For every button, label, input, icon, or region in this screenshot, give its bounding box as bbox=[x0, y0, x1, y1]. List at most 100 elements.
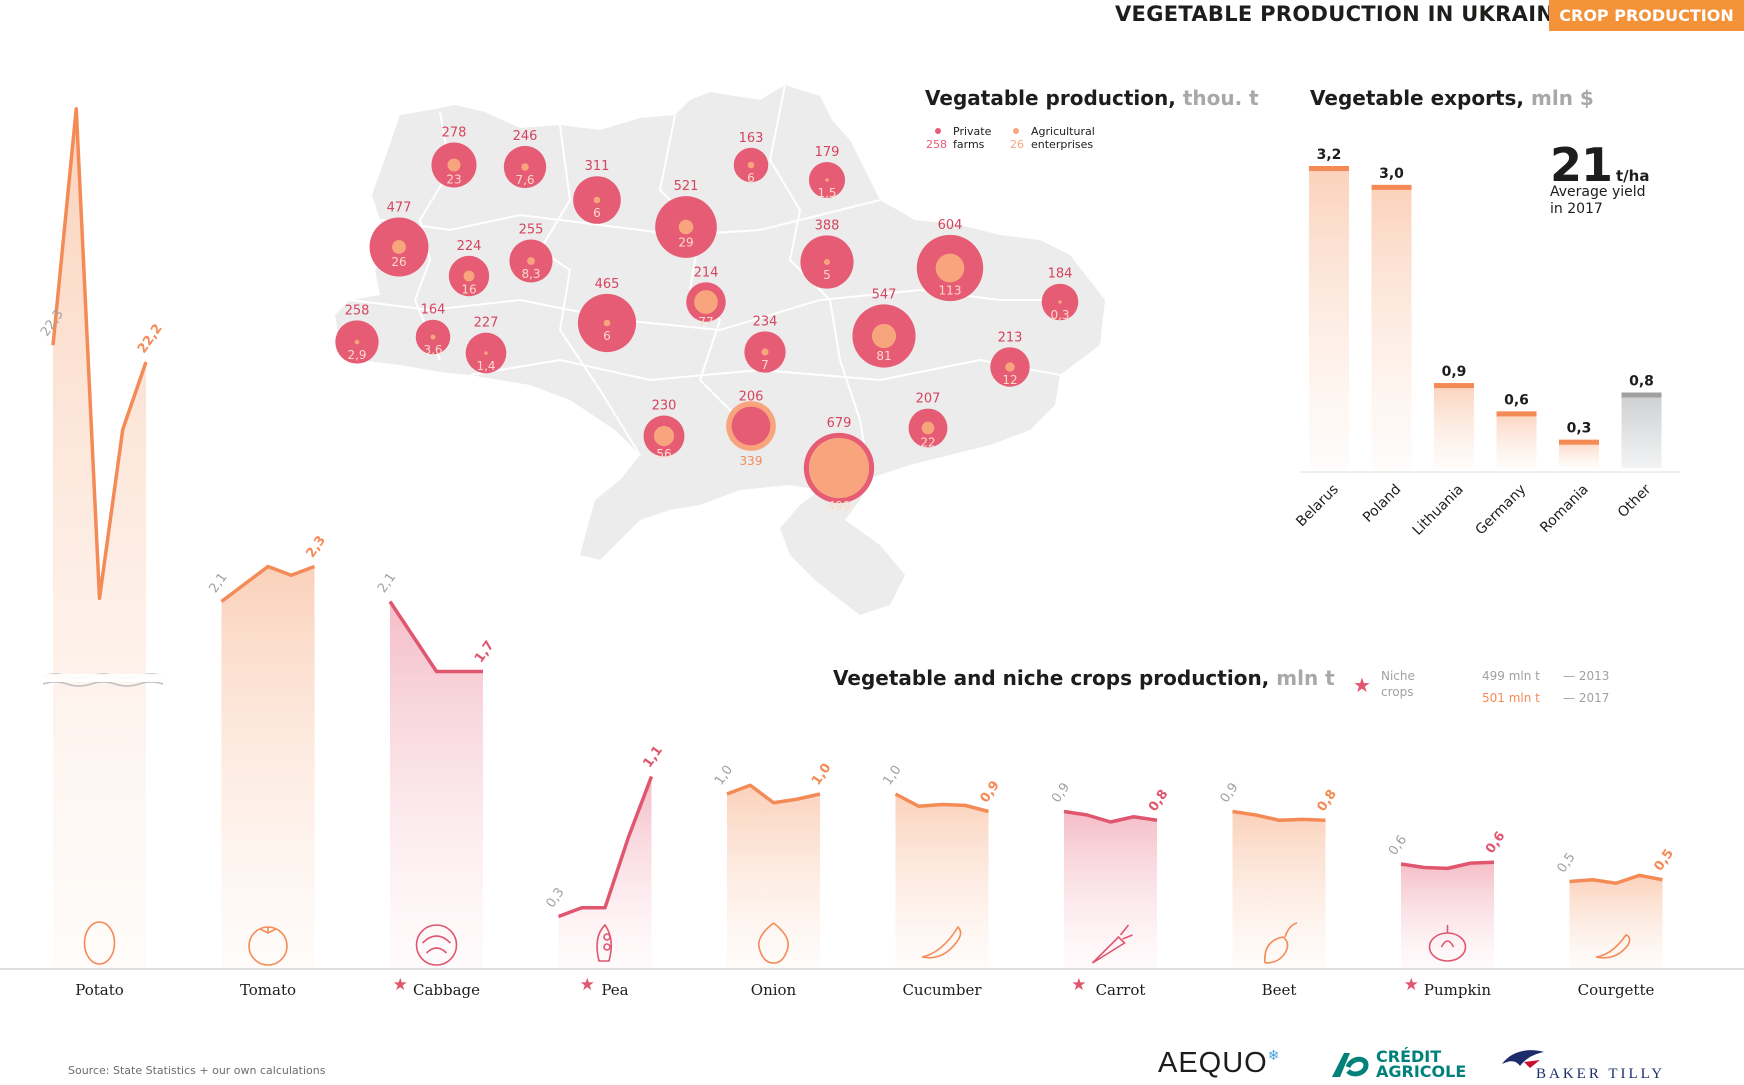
agricultural-value-label: 113 bbox=[939, 283, 962, 297]
private-value-label: 227 bbox=[474, 316, 499, 331]
agricultural-value-label: 6 bbox=[593, 206, 601, 220]
crop-series: 0,5 0,5 Courgette bbox=[1554, 847, 1676, 999]
crop-line bbox=[1232, 809, 1326, 822]
crop-last-value: 0,5 bbox=[1651, 847, 1676, 874]
crop-area bbox=[727, 785, 820, 969]
crop-name-label: Potato bbox=[75, 981, 124, 999]
map-title-unit: thou. t bbox=[1182, 86, 1259, 110]
section-badge: CROP PRODUCTION bbox=[1549, 0, 1744, 31]
private-value-label: 521 bbox=[674, 179, 699, 194]
crop-area bbox=[53, 108, 146, 969]
export-country-label: Germany bbox=[1473, 482, 1530, 539]
crop-area bbox=[1232, 811, 1326, 969]
private-value-label: 388 bbox=[815, 218, 840, 233]
crop-area bbox=[1401, 862, 1494, 969]
agricultural-value-label: 7 bbox=[761, 358, 769, 372]
beet-icon bbox=[1264, 922, 1298, 964]
agricultural-value-label: 56 bbox=[656, 447, 671, 461]
agricultural-bubble bbox=[678, 219, 694, 235]
agricultural-bubble bbox=[825, 178, 829, 182]
crop-series: 0,9 0,8 Carrot ★ bbox=[1049, 780, 1171, 999]
agricultural-bubble bbox=[871, 323, 897, 349]
crop-series: 1,0 1,0 Onion bbox=[712, 761, 834, 999]
export-value-label: 3,2 bbox=[1317, 147, 1342, 163]
export-bar-cap bbox=[1309, 166, 1349, 171]
crop-last-value: 2,3 bbox=[303, 533, 328, 560]
private-value-label: 207 bbox=[916, 392, 941, 407]
private-value-label: 311 bbox=[585, 159, 610, 174]
crop-name-label: Cucumber bbox=[902, 981, 982, 999]
export-country-label: Other bbox=[1615, 481, 1655, 521]
pumpkin-icon bbox=[1428, 925, 1467, 962]
agricultural-value-label: 16 bbox=[461, 282, 476, 296]
crop-line bbox=[1063, 809, 1158, 824]
agricultural-value-label: 5 bbox=[823, 268, 831, 282]
crop-name-label: Tomato bbox=[240, 981, 296, 999]
crop-line bbox=[1400, 860, 1495, 871]
export-bar-cap bbox=[1496, 411, 1537, 417]
niche-star-icon: ★ bbox=[393, 975, 408, 995]
agricultural-value-label: 3,6 bbox=[423, 343, 442, 357]
private-value-label: 234 bbox=[753, 314, 778, 329]
agricultural-value-label: 77 bbox=[698, 315, 713, 329]
private-value-label: 246 bbox=[513, 129, 538, 144]
private-value-label: 255 bbox=[519, 222, 544, 237]
private-value-label: 164 bbox=[421, 303, 446, 318]
private-value-label: 604 bbox=[938, 218, 963, 233]
private-value-label: 206 bbox=[739, 390, 764, 405]
map-region-bubble: 230 56 bbox=[643, 399, 685, 461]
map-region-bubble: 234 7 bbox=[744, 314, 786, 373]
agricultural-value-label: 7,6 bbox=[515, 173, 534, 187]
agricultural-bubble bbox=[484, 351, 488, 355]
crop-line bbox=[726, 783, 821, 805]
crop-first-value: 0,6 bbox=[1386, 833, 1410, 859]
legend-2017-value: 501 mln t bbox=[1482, 691, 1540, 705]
agricultural-bubble bbox=[521, 163, 529, 171]
yield-desc-line-2: in 2017 bbox=[1550, 201, 1603, 217]
agricultural-value-label: 22 bbox=[920, 435, 935, 449]
export-bar-cap bbox=[1621, 392, 1662, 398]
crop-first-value: 0,5 bbox=[1554, 850, 1578, 876]
private-bubble bbox=[731, 406, 771, 446]
baker-tilly-bird-icon bbox=[1502, 1050, 1544, 1068]
aequo-logo: AEQUO❄ bbox=[1158, 1047, 1280, 1080]
crop-last-value: 0,6 bbox=[1483, 829, 1508, 856]
agricultural-bubble bbox=[430, 334, 436, 340]
agricultural-bubble bbox=[527, 257, 535, 265]
crop-last-value: 0,8 bbox=[1314, 787, 1339, 814]
agricultural-value-label: 26 bbox=[391, 255, 406, 269]
map-region-bubble: 258 2,9 bbox=[335, 303, 379, 364]
agricultural-value-label: 6 bbox=[603, 329, 611, 343]
export-value-label: 0,9 bbox=[1442, 364, 1467, 380]
legend-2017-year: — 2017 bbox=[1563, 691, 1609, 705]
map-region-bubble: 184 0,3 bbox=[1041, 267, 1079, 322]
agricultural-value-label: 1,4 bbox=[476, 359, 495, 373]
potato-icon bbox=[83, 921, 116, 965]
crop-first-value: 2,1 bbox=[375, 570, 399, 596]
map-region-bubble: 255 8,3 bbox=[509, 222, 553, 283]
legend-agri-label-2: enterprises bbox=[1031, 138, 1093, 151]
baker-tilly-text: BAKER TILLY bbox=[1536, 1066, 1666, 1082]
legend-agri-label: Agricultural bbox=[1031, 125, 1095, 138]
agricultural-bubble bbox=[447, 158, 461, 172]
agricultural-value-label: 23 bbox=[446, 172, 461, 186]
snowflake-icon: ❄ bbox=[1267, 1047, 1281, 1063]
crop-line bbox=[220, 564, 316, 603]
yield-desc-line-1: Average yield bbox=[1550, 184, 1646, 200]
ukraine-map bbox=[335, 85, 1105, 615]
private-value-label: 230 bbox=[652, 399, 677, 414]
crop-area bbox=[1569, 875, 1663, 969]
crop-line bbox=[894, 792, 989, 814]
yield-value: 21 bbox=[1550, 138, 1613, 192]
export-bar-cap bbox=[1559, 439, 1599, 445]
legend-2013-year: — 2013 bbox=[1563, 669, 1609, 683]
credit-agricole-text: CRÉDIT AGRICOLE bbox=[1376, 1049, 1466, 1080]
crop-name-label: Cabbage bbox=[413, 981, 480, 999]
agricultural-bubble bbox=[1058, 300, 1062, 304]
crop-area bbox=[895, 794, 989, 969]
page-title: VEGETABLE PRODUCTION IN UKRAINE bbox=[1115, 2, 1569, 26]
map-section-title: Vegatable production, thou. t bbox=[925, 86, 1259, 110]
crop-first-value: 1,0 bbox=[712, 763, 736, 789]
cucumber-icon bbox=[921, 925, 962, 959]
